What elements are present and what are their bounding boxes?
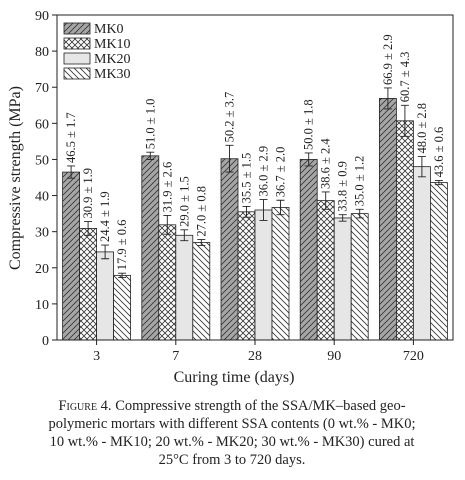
y-tick-label: 0 xyxy=(42,334,49,349)
caption-line: 10 wt.% - MK10; 20 wt.% - MK20; 30 wt.% … xyxy=(50,434,415,450)
error-bar xyxy=(321,191,330,210)
caption-line: Figure 4. Compressive strength of the SS… xyxy=(58,398,405,414)
error-bar xyxy=(146,151,155,160)
value-label: 51.0 ± 1.0 xyxy=(143,99,157,150)
bar xyxy=(113,274,131,341)
value-label: 35.5 ± 1.5 xyxy=(240,153,254,204)
bar xyxy=(395,120,414,341)
legend-label: MK10 xyxy=(94,37,131,52)
error-bar xyxy=(163,214,172,235)
error-bar xyxy=(400,104,409,137)
x-tick-label: 90 xyxy=(327,349,341,364)
y-tick-label: 90 xyxy=(35,9,49,24)
y-tick-label: 20 xyxy=(35,262,49,277)
bar xyxy=(220,158,239,341)
caption-text: polymeric mortars with different SSA con… xyxy=(48,416,415,432)
value-label: 38.6 ± 2.4 xyxy=(319,138,333,189)
value-label: 36.7 ± 2.0 xyxy=(274,147,288,198)
bar xyxy=(299,159,318,341)
caption-text: Compressive strength of the SSA/MK–based… xyxy=(112,398,406,414)
bar xyxy=(412,166,431,341)
value-label: 50.0 ± 1.8 xyxy=(302,99,316,150)
y-tick-label: 70 xyxy=(35,81,49,96)
error-bar xyxy=(338,214,347,222)
plot-frame xyxy=(56,14,454,341)
value-label: 43.6 ± 0.6 xyxy=(432,127,446,178)
error-bar xyxy=(355,208,364,219)
error-bar xyxy=(417,156,426,178)
value-label: 33.8 ± 0.9 xyxy=(336,161,350,212)
y-tick-label: 10 xyxy=(35,298,49,313)
value-label: 60.7 ± 4.3 xyxy=(398,52,412,103)
caption-line: 25°C from 3 to 720 days. xyxy=(159,452,306,468)
bar xyxy=(175,234,194,341)
x-tick-label: 720 xyxy=(403,349,424,364)
error-bar xyxy=(225,144,234,173)
bar xyxy=(350,213,369,341)
error-bar xyxy=(180,229,189,242)
caption-line: polymeric mortars with different SSA con… xyxy=(48,416,415,432)
bar xyxy=(62,171,80,341)
bar xyxy=(237,211,256,341)
legend-swatch xyxy=(63,52,91,65)
error-bar xyxy=(383,87,392,110)
x-tick-label: 7 xyxy=(172,349,179,364)
legend-swatch xyxy=(63,37,91,50)
error-bar xyxy=(67,165,76,179)
value-label: 36.0 ± 2.9 xyxy=(257,146,271,197)
legend-label: MK30 xyxy=(94,67,131,82)
bar xyxy=(192,242,211,341)
bar xyxy=(96,251,114,341)
error-bar xyxy=(259,199,268,221)
y-tick-label: 80 xyxy=(35,45,49,60)
error-bar xyxy=(304,152,313,167)
bar xyxy=(158,224,177,341)
y-axis-label: Compressive strength (MPa) xyxy=(7,86,24,270)
legend-label: MK20 xyxy=(94,52,131,67)
value-label: 29.0 ± 1.5 xyxy=(177,176,191,227)
x-axis-label: Curing time (days) xyxy=(174,369,295,386)
value-label: 48.0 ± 2.8 xyxy=(415,103,429,154)
bar xyxy=(254,209,273,341)
caption-text: 25°C from 3 to 720 days. xyxy=(159,452,306,468)
y-tick-label: 50 xyxy=(35,153,49,168)
bar xyxy=(271,207,290,341)
bar xyxy=(316,200,335,341)
y-tick-label: 40 xyxy=(35,190,49,205)
value-label: 66.9 ± 2.9 xyxy=(381,34,395,85)
error-bar xyxy=(276,199,285,216)
value-label: 30.9 ± 1.9 xyxy=(81,168,95,219)
value-label: 17.9 ± 0.6 xyxy=(115,220,129,271)
caption-label: Figure 4. xyxy=(58,398,111,414)
error-bar xyxy=(434,179,443,186)
value-label: 35.0 ± 1.2 xyxy=(353,156,367,207)
value-label: 46.5 ± 1.7 xyxy=(64,112,78,163)
error-bar xyxy=(118,272,127,278)
value-label: 27.0 ± 0.8 xyxy=(194,186,208,237)
y-tick-label: 60 xyxy=(35,117,49,132)
error-bar xyxy=(84,221,93,236)
bar xyxy=(429,182,448,341)
y-tick-label: 30 xyxy=(35,226,49,241)
value-label: 31.9 ± 2.6 xyxy=(160,162,174,213)
error-bar xyxy=(101,244,110,260)
legend-swatch xyxy=(63,67,91,80)
value-label: 50.2 ± 3.7 xyxy=(223,92,237,143)
bar xyxy=(141,155,160,341)
value-label: 24.4 ± 1.9 xyxy=(98,191,112,242)
legend-swatch xyxy=(63,22,91,35)
caption-text: 10 wt.% - MK10; 20 wt.% - MK20; 30 wt.% … xyxy=(50,434,415,450)
bar xyxy=(333,217,352,341)
x-tick-label: 3 xyxy=(93,349,100,364)
legend-label: MK0 xyxy=(94,22,124,37)
error-bar xyxy=(197,239,206,246)
bar xyxy=(79,228,97,341)
x-tick-label: 28 xyxy=(248,349,262,364)
bar xyxy=(378,98,397,341)
error-bar xyxy=(242,205,251,218)
